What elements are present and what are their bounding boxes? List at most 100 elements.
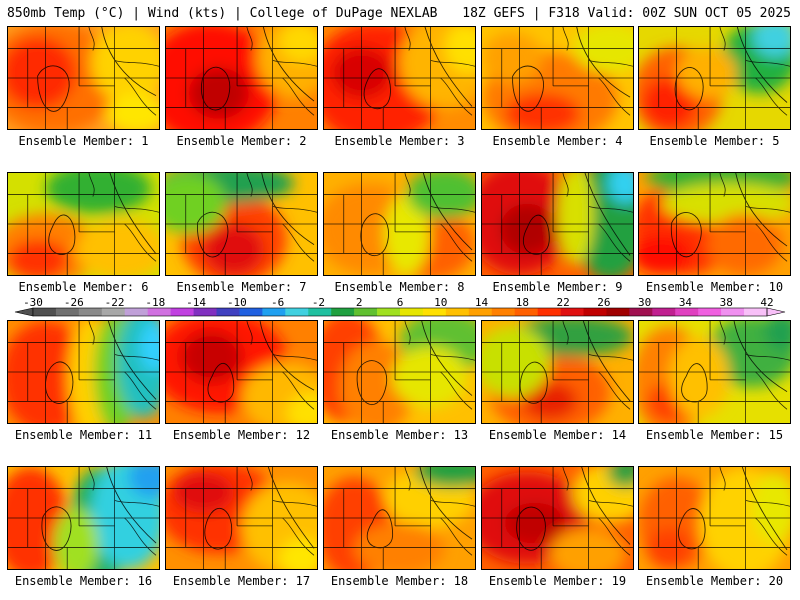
temperature-map	[324, 467, 475, 569]
colorbar-segment	[170, 308, 194, 316]
ensemble-member-label: Ensemble Member: 6	[18, 280, 149, 294]
temperature-region	[354, 523, 445, 569]
border-line	[588, 353, 633, 361]
ensemble-map-panel	[638, 320, 791, 424]
temperature-contour	[519, 361, 548, 404]
colorbar-tick-label: -30	[23, 296, 43, 309]
border-line	[124, 517, 157, 556]
border-line	[124, 223, 157, 262]
colorbar-segment	[216, 308, 240, 316]
state-borders	[324, 321, 475, 423]
temperature-region	[706, 213, 783, 275]
temperature-contour	[512, 65, 544, 112]
colorbar-segment	[560, 308, 584, 316]
border-line	[114, 353, 159, 361]
colorbar-tick-label: -26	[64, 296, 84, 309]
isotach-line	[107, 321, 157, 400]
colorbar-tick-label: 18	[516, 296, 529, 309]
temperature-region	[91, 27, 159, 104]
border-line	[114, 205, 159, 213]
colorbar-segment	[262, 308, 286, 316]
temperature-region	[188, 67, 250, 119]
temperature-contour	[37, 65, 70, 112]
colorbar-tick-label: -18	[145, 296, 165, 309]
colorbar-tick-label: 26	[597, 296, 610, 309]
temperature-map	[8, 321, 159, 423]
isotach-line	[262, 27, 315, 102]
border-line	[562, 467, 569, 491]
temperature-contour	[204, 507, 233, 550]
temperature-region	[549, 528, 626, 569]
temperature-map	[324, 27, 475, 129]
isotach-line	[261, 173, 315, 245]
ensemble-member-label: Ensemble Member: 1	[18, 134, 149, 148]
temperature-region	[646, 528, 692, 569]
header-run-info: 18Z GEFS | F318 Valid: 00Z SUN OCT 05 20…	[462, 6, 791, 21]
ensemble-member-label: Ensemble Member: 15	[645, 428, 784, 442]
colorbar-tick-label: -14	[186, 296, 206, 309]
temperature-region	[482, 32, 543, 84]
colorbar-segment	[583, 308, 607, 316]
temperature-contour	[681, 363, 708, 403]
isotach-line	[582, 321, 631, 402]
border-line	[282, 223, 315, 262]
border-line	[440, 77, 473, 116]
colorbar-segment	[33, 308, 57, 316]
temperature-region	[106, 93, 159, 129]
border-line	[88, 321, 95, 345]
temperature-contour	[670, 212, 702, 258]
temperature-region	[279, 27, 317, 63]
temperature-region	[642, 78, 697, 129]
colorbar-segment	[652, 308, 676, 316]
temperature-contour	[674, 67, 704, 111]
temperature-region	[407, 173, 475, 219]
ensemble-map-panel	[638, 466, 791, 570]
temperature-region	[669, 336, 730, 418]
temperature-region	[53, 507, 99, 569]
border-line	[282, 77, 315, 116]
state-borders	[324, 467, 475, 569]
ensemble-member-label: Ensemble Member: 16	[14, 574, 153, 588]
temperature-contour	[360, 213, 389, 257]
isotach-line	[422, 173, 473, 251]
temperature-region	[391, 346, 468, 408]
ensemble-map-panel	[7, 26, 160, 130]
state-borders	[166, 173, 317, 275]
temperature-region	[607, 467, 633, 488]
ensemble-map-panel	[481, 26, 634, 130]
temperature-region	[384, 193, 430, 275]
border-line	[562, 27, 569, 51]
temperature-region	[504, 93, 581, 129]
border-line	[124, 77, 157, 116]
ensemble-map-panel	[7, 320, 160, 424]
temperature-region	[500, 203, 555, 255]
colorbar-segment	[354, 308, 378, 316]
temperature-region	[8, 239, 69, 275]
colorbar-tick-label: -6	[271, 296, 284, 309]
border-line	[246, 27, 253, 51]
colorbar-tick-label: 22	[556, 296, 569, 309]
temperature-region	[279, 538, 317, 569]
border-line	[719, 173, 726, 197]
temperature-map	[482, 321, 633, 423]
temperature-contour	[366, 509, 394, 549]
border-line	[124, 371, 157, 410]
temperature-contour	[48, 214, 76, 255]
ensemble-member-label: Ensemble Member: 19	[488, 574, 627, 588]
state-borders	[482, 27, 633, 129]
border-line	[719, 27, 726, 51]
ensemble-map-panel	[165, 320, 318, 424]
temperature-contour	[516, 506, 546, 551]
border-line	[598, 223, 631, 262]
temperature-map	[8, 27, 159, 129]
temperature-region	[203, 224, 265, 275]
colorbar-tick-label: -10	[227, 296, 247, 309]
temperature-region	[504, 502, 566, 544]
temperature-map	[482, 27, 633, 129]
temperature-region	[286, 392, 317, 423]
border-line	[598, 77, 631, 116]
border-line	[404, 321, 411, 345]
state-borders	[166, 467, 317, 569]
border-line	[88, 173, 95, 197]
isotach-line	[101, 27, 157, 97]
